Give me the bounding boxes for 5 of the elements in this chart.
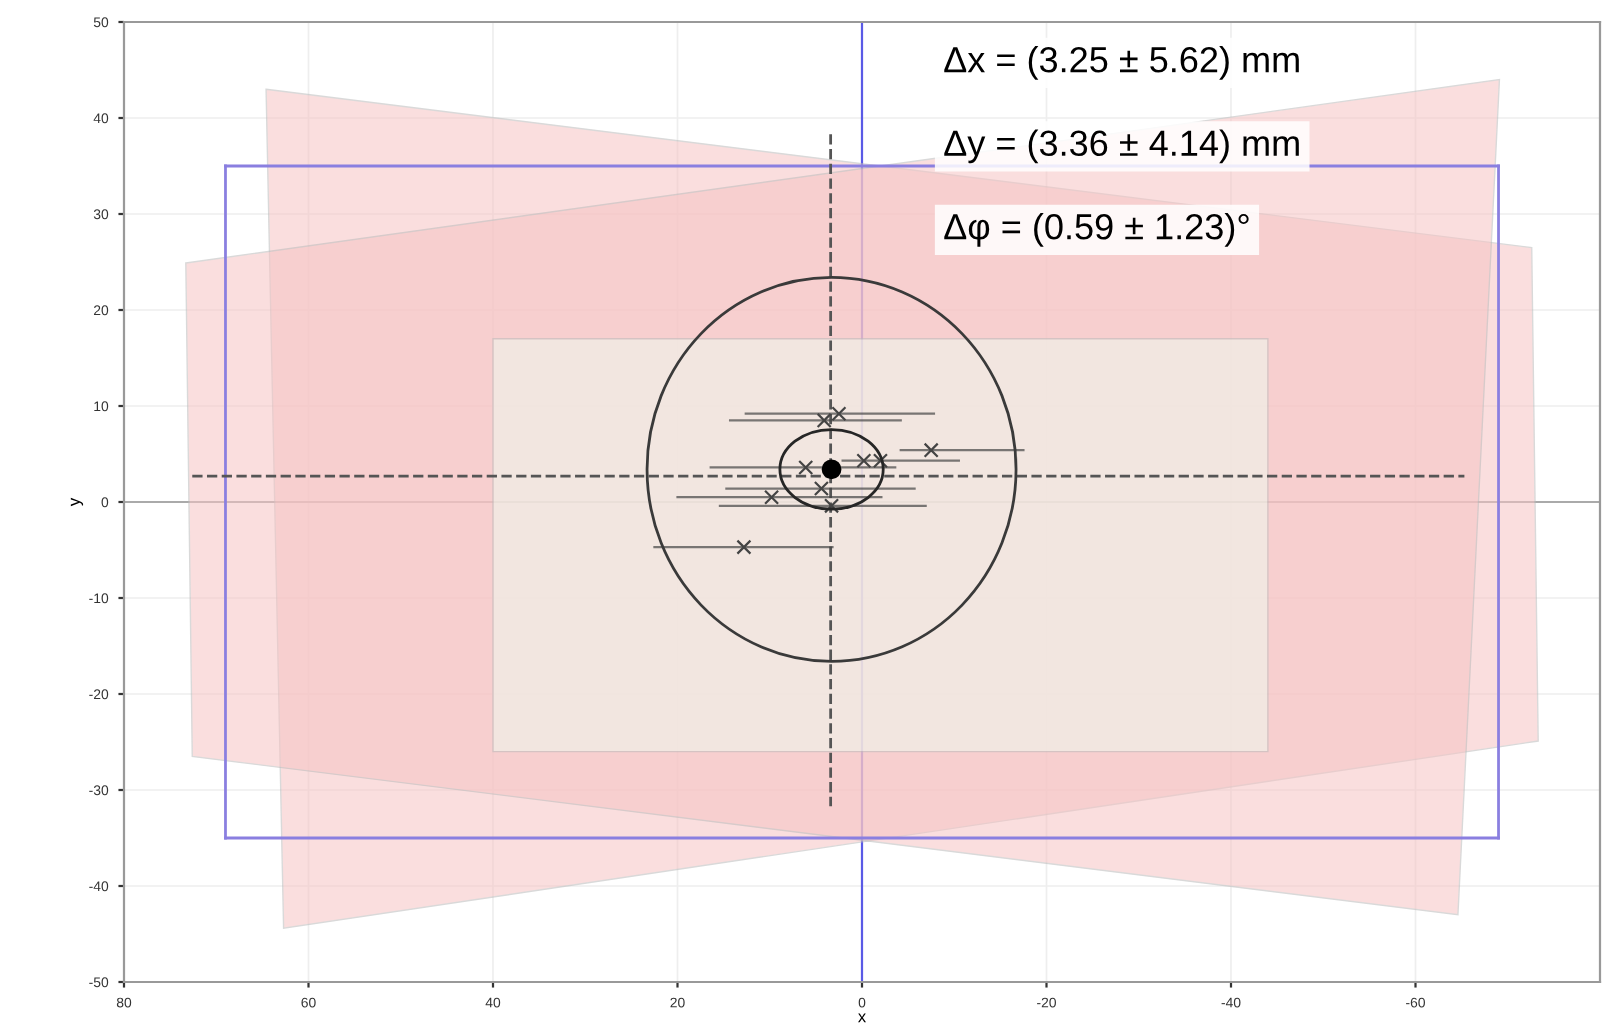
x-axis-title: x xyxy=(858,1013,866,1023)
annotation: Δy = (3.36 ± 4.14) mm xyxy=(944,129,1299,164)
y-axis-title: y xyxy=(70,497,84,507)
annotation: Δx = (3.25 ± 5.62) mm xyxy=(944,46,1299,80)
annotation: Δφ = (0.59 ± 1.23)° xyxy=(944,213,1249,247)
